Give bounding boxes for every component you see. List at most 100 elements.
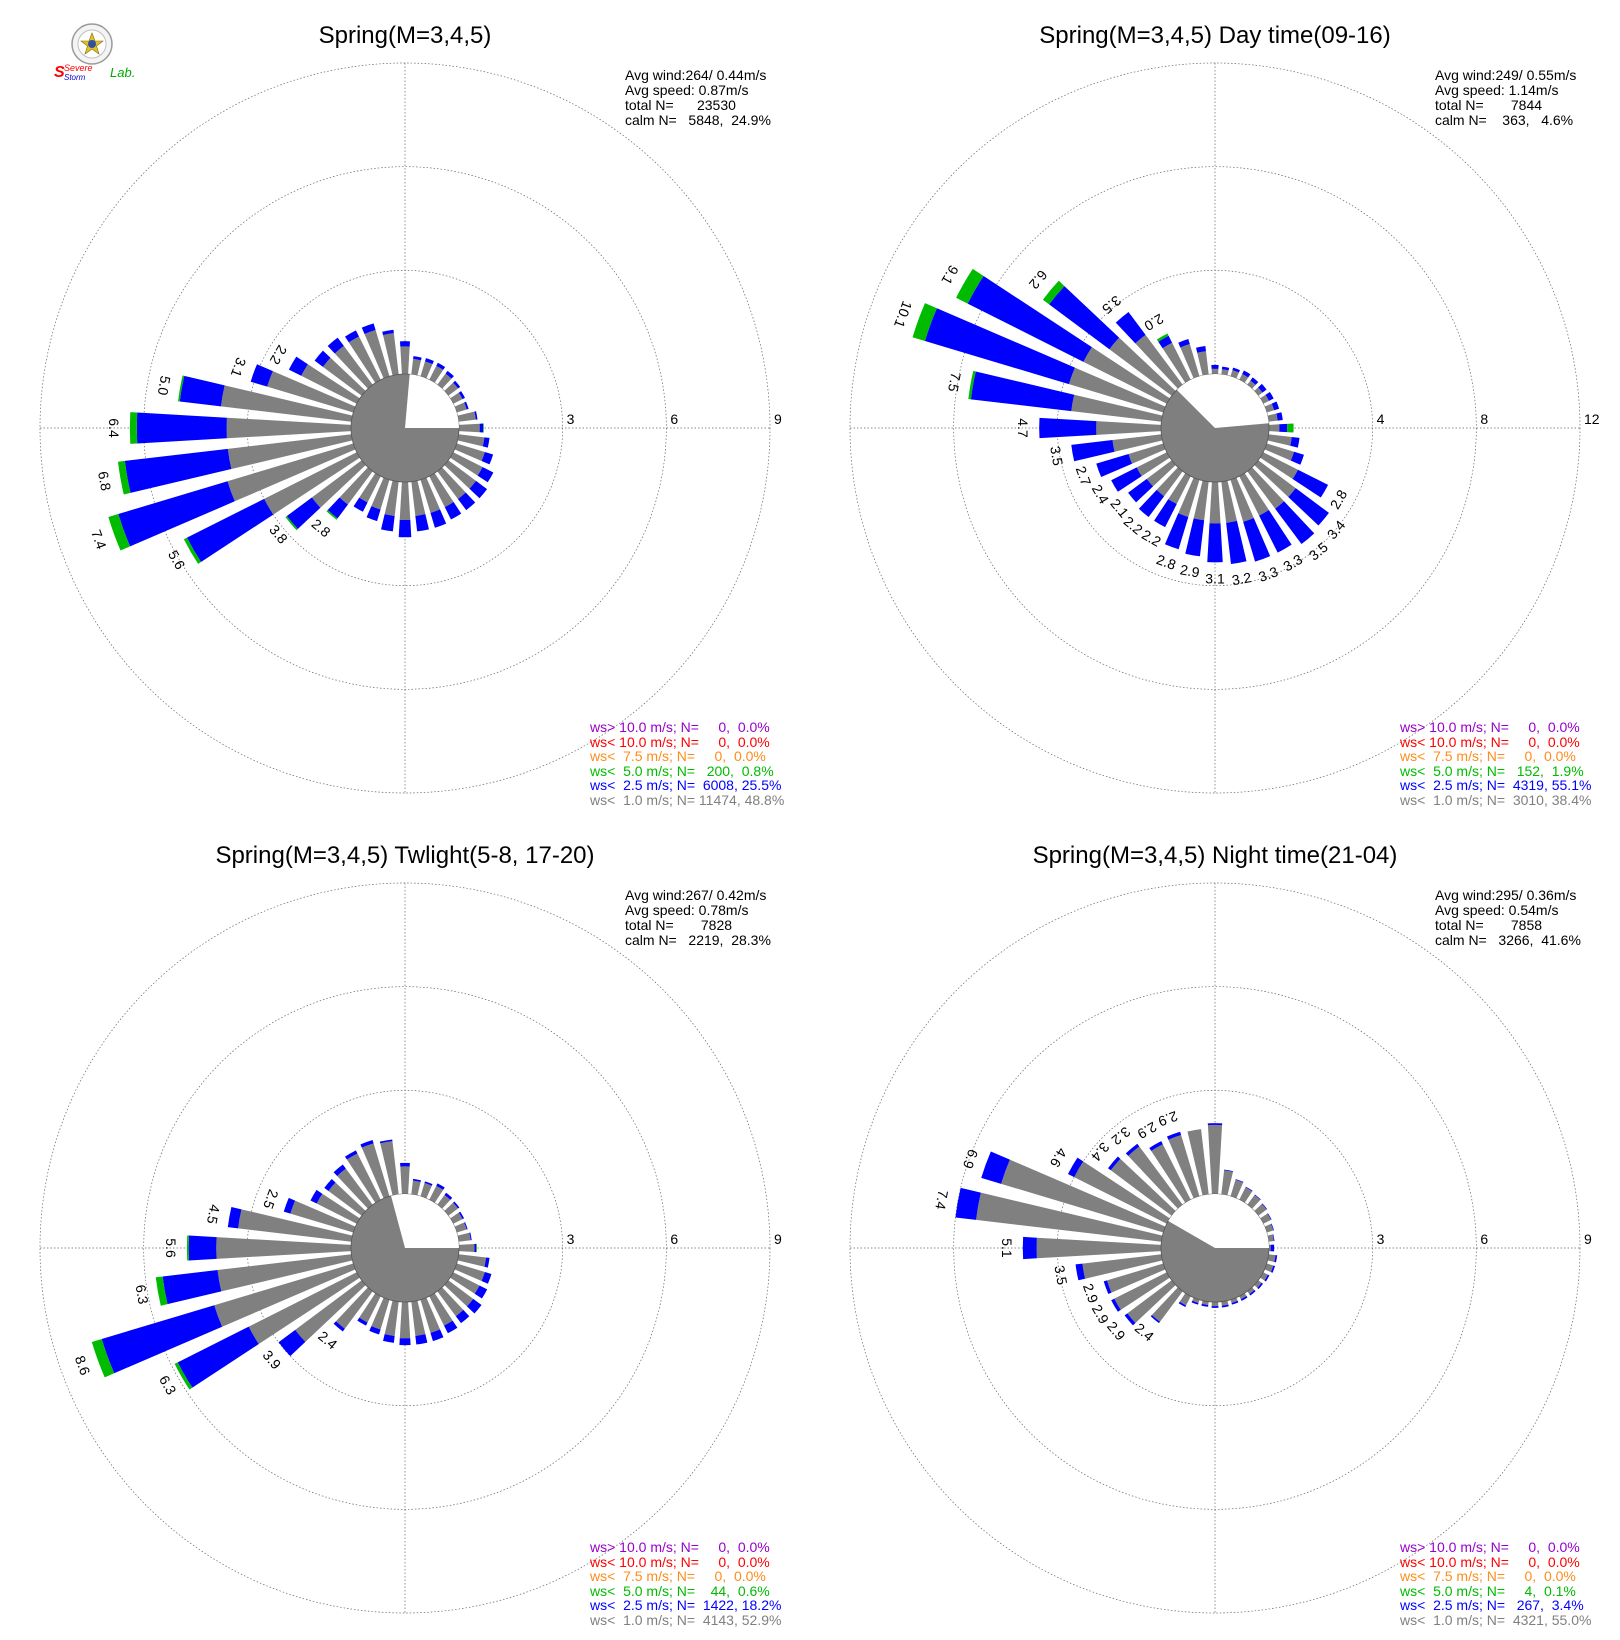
sector-240-green-bar <box>183 537 202 564</box>
sector-330-blue-bar <box>1158 335 1173 349</box>
sector-70-blue-bar <box>464 401 469 410</box>
sector-0-gray-bar <box>1207 1124 1223 1195</box>
sector-180-gray-bar <box>1209 481 1221 524</box>
sector-30-blue-bar <box>436 1183 445 1190</box>
sector-130-blue-bar <box>466 1298 482 1314</box>
sector-310-gray-bar <box>1110 1158 1176 1216</box>
sector-260-blue-bar <box>1071 440 1115 462</box>
sector-60-gray-bar <box>1260 1213 1271 1224</box>
sector-310-total-label: 6.2 <box>1026 267 1051 292</box>
sector-280-blue-bar <box>955 1187 981 1220</box>
sector-220-total-label: 2.8 <box>309 516 334 541</box>
speed-legend: ws> 10.0 m/s; N= 0, 0.0% ws< 10.0 m/s; N=… <box>1400 1540 1591 1628</box>
sector-150-gray-bar <box>1239 473 1269 516</box>
sector-190-total-label: 2.9 <box>1179 561 1201 580</box>
stats-total: total N= 7828 <box>625 917 733 933</box>
sector-90-gray-bar <box>458 423 480 433</box>
legend-entry-ws-lt-2-5: ws< 2.5 m/s; N= 1422, 18.2% <box>590 1597 782 1614</box>
sector-10-gray-bar <box>1221 1170 1233 1196</box>
sector-230-total-label: 2.9 <box>1104 1318 1129 1343</box>
sector-300-gray-bar <box>316 1193 360 1224</box>
sector-160-gray-bar <box>420 1297 441 1333</box>
sector-300-gray-bar <box>1083 347 1170 404</box>
sector-10-gray-bar <box>411 358 421 376</box>
sector-340-total-label: 2.9 <box>1156 1108 1180 1130</box>
sector-250-gray-bar <box>1128 443 1166 464</box>
sector-310-blue-bar <box>1107 1156 1121 1171</box>
stats-avg-speed: Avg speed: 1.14m/s <box>1435 82 1559 98</box>
sector-280-blue-bar <box>227 1206 242 1229</box>
legend-entry-ws-lt-5: ws< 5.0 m/s; N= 4, 0.1% <box>1400 1582 1576 1599</box>
sector-80-blue-bar <box>1272 1234 1275 1242</box>
sector-270-blue-bar <box>1039 417 1097 439</box>
sector-280-green-bar <box>178 375 185 402</box>
sector-310-green-bar <box>1042 280 1065 305</box>
sector-0-blue-bar <box>400 1162 410 1167</box>
sector-320-blue-bar <box>333 1164 346 1177</box>
sector-60-blue-bar <box>1267 1213 1272 1220</box>
sector-130-gray-bar <box>1254 460 1296 498</box>
sector-150-blue-bar <box>444 1320 458 1334</box>
sector-190-gray-bar <box>384 1300 399 1336</box>
sector-160-blue-bar <box>430 1329 444 1342</box>
legend-entry-ws-gt-10: ws> 10.0 m/s; N= 0, 0.0% <box>590 1539 770 1555</box>
sector-170-blue-bar <box>415 514 429 532</box>
sector-350-blue-bar <box>379 1139 393 1144</box>
sector-250-blue-bar <box>1103 1280 1112 1294</box>
stats-avg-speed: Avg speed: 0.78m/s <box>625 902 749 918</box>
sector-130-total-label: 3.4 <box>1324 517 1349 542</box>
sector-260-total-label: 6.3 <box>133 1283 152 1305</box>
sector-80-gray-bar <box>457 1232 471 1242</box>
sector-130-blue-bar <box>1257 1282 1264 1290</box>
sector-300-blue-bar <box>1067 1157 1084 1178</box>
sector-220-gray-bar <box>339 467 373 505</box>
sector-90-gray-bar <box>458 1243 475 1253</box>
sector-350-gray-bar <box>383 333 399 376</box>
sector-110-gray-bar <box>1264 1263 1274 1273</box>
sector-330-blue-bar <box>344 330 359 343</box>
legend-entry-ws-lt-2-5: ws< 2.5 m/s; N= 6008, 25.5% <box>590 777 782 794</box>
sector-110-blue-bar <box>1270 1265 1275 1273</box>
sector-120-blue-bar <box>477 467 494 483</box>
sector-320-blue-bar <box>1115 311 1146 344</box>
sector-170-total-label: 3.2 <box>1231 569 1253 588</box>
sector-290-total-label: 10.1 <box>891 299 915 330</box>
wind-rose-panel-1: 2.8 3.8 5.6 7.4 6.8 6.4 5.0 3.1 2.2 3 6 9 Spring(M=3… <box>0 0 810 820</box>
sector-150-blue-bar <box>1240 1296 1248 1301</box>
sector-200-gray-bar <box>371 477 390 510</box>
sector-250-total-label: 8.6 <box>72 1353 94 1377</box>
stats-avg-wind: Avg wind:264/ 0.44m/s <box>625 67 767 83</box>
sector-200-blue-bar <box>369 1326 381 1335</box>
sector-140-blue-bar <box>1249 1289 1256 1296</box>
sector-100-gray-bar <box>1267 434 1292 446</box>
sector-180-blue-bar <box>1211 1306 1219 1308</box>
sector-270-gray-bar <box>1096 421 1162 435</box>
stats-calm: calm N= 3266, 41.6% <box>1435 932 1581 948</box>
stats-total: total N= 7844 <box>1435 97 1543 113</box>
sector-270-gray-bar <box>226 417 352 439</box>
sector-210-blue-bar <box>1154 499 1177 528</box>
sector-40-blue-bar <box>445 370 454 379</box>
sector-240-gray-bar <box>1114 1272 1170 1310</box>
sector-10-blue-bar <box>1224 1169 1234 1172</box>
sector-150-blue-bar <box>444 502 462 520</box>
sector-310-total-label: 3.4 <box>1088 1139 1113 1164</box>
legend-entry-ws-lt-10: ws< 10.0 m/s; N= 0, 0.0% <box>1400 733 1580 750</box>
ring-label-1: 3 <box>567 1231 575 1247</box>
sector-10-gray-bar <box>1221 369 1229 376</box>
sector-170-blue-bar <box>415 1334 428 1345</box>
sector-120-blue-bar <box>1264 1274 1270 1282</box>
sector-260-green-bar <box>155 1276 168 1306</box>
sector-150-blue-bar <box>1259 509 1292 553</box>
sector-120-blue-bar <box>474 1285 488 1299</box>
sector-300-total-label: 4.6 <box>1047 1145 1071 1170</box>
sector-250-gray-bar <box>227 443 356 502</box>
sector-20-gray-bar <box>420 1183 432 1199</box>
sector-230-total-label: 3.9 <box>260 1347 285 1372</box>
sector-290-total-label: 3.1 <box>228 356 250 380</box>
sector-180-gray-bar <box>399 1301 411 1339</box>
sector-330-green-bar <box>1156 333 1169 342</box>
stats-avg-wind: Avg wind:267/ 0.42m/s <box>625 887 767 903</box>
stats-avg-speed: Avg speed: 0.54m/s <box>1435 902 1559 918</box>
ring-label-3: 9 <box>774 411 782 427</box>
